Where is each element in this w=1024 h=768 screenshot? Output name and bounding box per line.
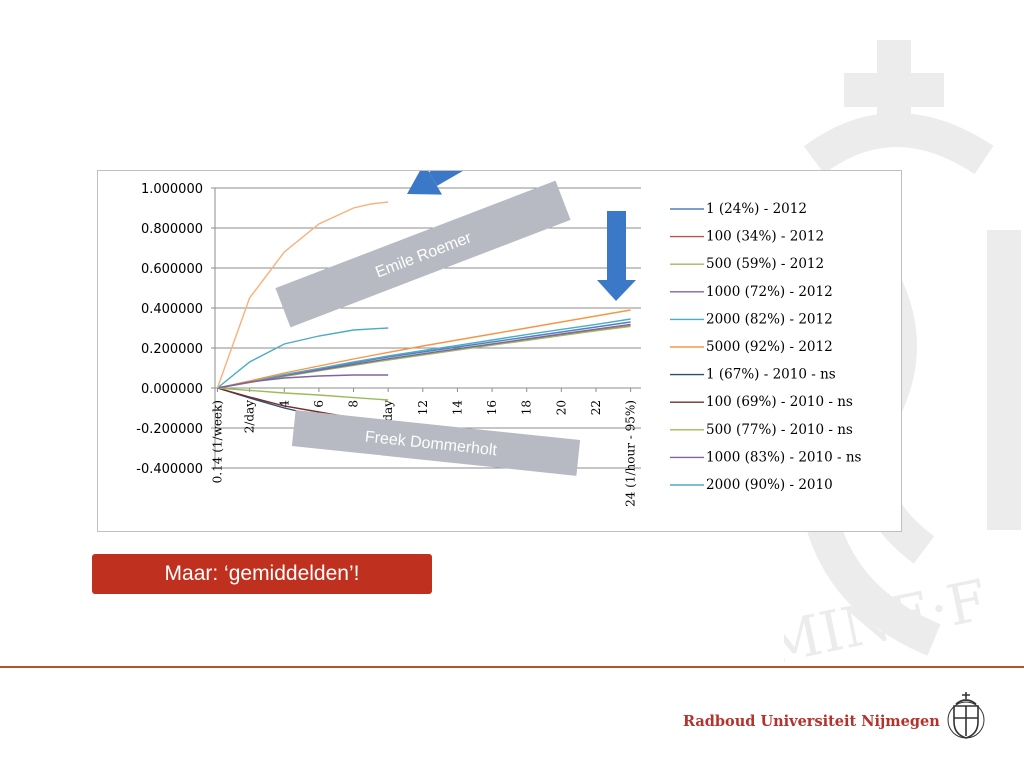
grid — [211, 187, 641, 469]
legend-item: 5000 (92%) - 2012 — [706, 339, 833, 355]
legend-item: 2000 (82%) - 2012 — [706, 311, 833, 327]
chart-frame: 1.000000 0.800000 0.600000 0.400000 0.200000… — [97, 170, 902, 532]
line-chart: 1.000000 0.800000 0.600000 0.400000 0.200000… — [136, 171, 862, 507]
y-tick-label: 1.000000 — [141, 182, 203, 197]
freek-callout-box — [291, 410, 581, 476]
legend-item: 2000 (90%) - 2010 — [706, 477, 833, 493]
series-line — [217, 318, 631, 389]
freek-callout: Freek Dommerholt — [291, 410, 581, 476]
legend-item: 100 (34%) - 2012 — [706, 229, 824, 245]
callouts: Emile Roemer Freek Dommerholt — [275, 171, 636, 476]
x-tick-label: 22 — [589, 400, 603, 415]
emile-callout: Emile Roemer — [275, 180, 571, 328]
y-tick-label: 0.400000 — [141, 302, 203, 317]
x-tick-label: 8 — [347, 400, 361, 408]
y-tick-label: -0.400000 — [136, 462, 203, 477]
university-name: Radboud Universiteit Nijmegen — [683, 713, 940, 730]
arrow-left-icon — [407, 171, 498, 195]
university-crest-icon — [947, 692, 985, 739]
legend: 1 (24%) - 2012 100 (34%) - 2012 500 (59%) … — [670, 201, 862, 493]
series-line — [216, 327, 389, 389]
x-tick-label: 2/day — [243, 400, 257, 434]
legend-item: 1000 (72%) - 2012 — [706, 284, 833, 300]
x-tick-label: 6 — [312, 400, 326, 408]
y-tick-label: 0.000000 — [141, 382, 203, 397]
x-tick-label: 4 — [277, 400, 291, 408]
emile-callout-box — [275, 180, 571, 328]
series-line — [216, 201, 389, 389]
x-tick-label: 0.14 (1/week) — [210, 400, 224, 483]
svg-text:MINE·F: MINE·F — [784, 568, 993, 670]
legend-item: 100 (69%) - 2010 - ns — [706, 394, 853, 410]
legend-item: 500 (77%) - 2010 - ns — [706, 422, 853, 438]
legend-item: 1 (67%) - 2010 - ns — [706, 367, 836, 383]
x-tick-label: 16 — [485, 400, 499, 415]
x-tick-label: 20 — [554, 400, 568, 415]
axes: 1.000000 0.800000 0.600000 0.400000 0.200000… — [136, 182, 637, 507]
series-line — [217, 325, 631, 389]
y-tick-label: -0.200000 — [136, 422, 203, 437]
footer-divider — [0, 666, 1024, 668]
series-line — [217, 309, 631, 389]
arrow-down-icon — [597, 211, 636, 301]
y-tick-label: 0.600000 — [141, 262, 203, 277]
legend-item: 1 (24%) - 2012 — [706, 201, 807, 217]
legend-item: 1000 (83%) - 2010 - ns — [706, 449, 862, 465]
x-tick-label: 18 — [520, 400, 534, 415]
x-tick-label: 24 (1/hour - 95%) — [624, 400, 638, 507]
series-line — [217, 323, 631, 389]
x-tick-label: 14 — [450, 400, 464, 416]
legend-item: 500 (59%) - 2012 — [706, 256, 824, 272]
series-line — [217, 374, 389, 389]
y-tick-label: 0.800000 — [141, 222, 203, 237]
series-lines — [216, 201, 631, 429]
x-tick-label: 12 — [416, 400, 430, 415]
y-tick-label: 0.200000 — [141, 342, 203, 357]
series-line — [217, 387, 389, 401]
x-tick-label: day — [381, 400, 395, 422]
maar-banner: Maar: ‘gemiddelden’! — [92, 554, 432, 594]
